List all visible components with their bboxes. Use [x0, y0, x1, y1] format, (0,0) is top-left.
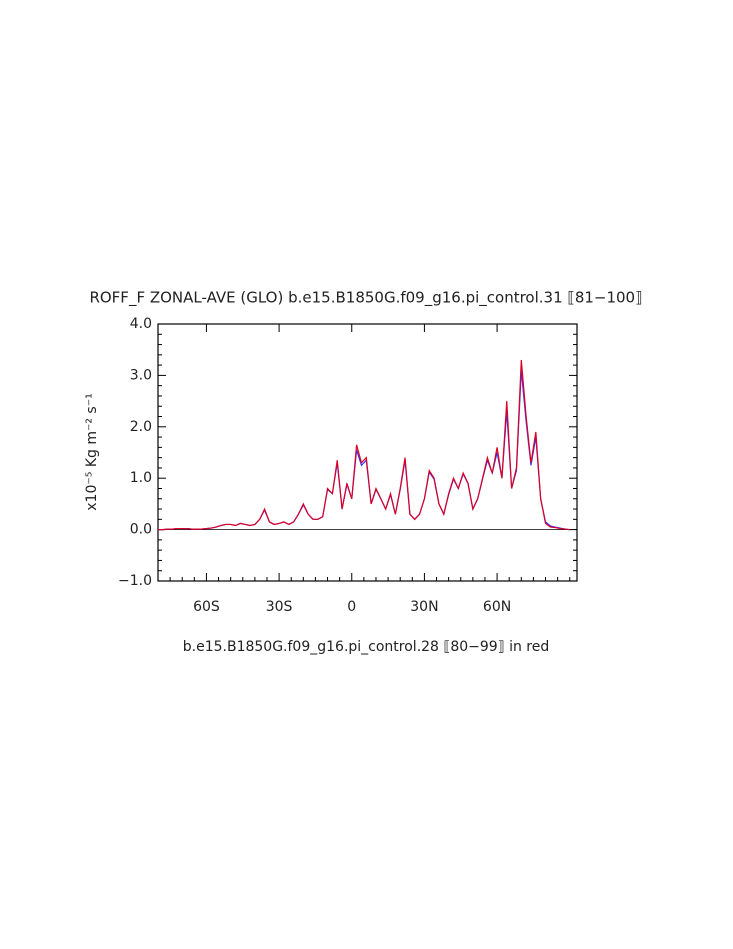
x-tick-label: 60N	[483, 599, 511, 615]
y-tick-label: −1.0	[118, 573, 152, 589]
x-tick-label: 30S	[266, 599, 293, 615]
data-line	[158, 359, 570, 531]
y-tick-label: 2.0	[130, 419, 152, 435]
x-tick-label: 0	[347, 599, 356, 615]
y-tick-label: 3.0	[130, 367, 152, 383]
x-tick-label: 30N	[410, 599, 438, 615]
y-tick-label: 4.0	[130, 316, 152, 332]
x-tick-label: 60S	[193, 599, 220, 615]
plot-frame	[157, 323, 578, 582]
chart-title: ROFF_F ZONAL-AVE (GLO) b.e15.B1850G.f09_…	[89, 289, 642, 308]
chart-subtitle: b.e15.B1850G.f09_g16.pi_control.28 ⟦80−9…	[183, 639, 550, 655]
y-tick-label: 0.0	[130, 522, 152, 538]
y-axis-label: x10⁻⁵ Kg m⁻² s⁻¹	[84, 393, 100, 510]
y-tick-label: 1.0	[130, 470, 152, 486]
